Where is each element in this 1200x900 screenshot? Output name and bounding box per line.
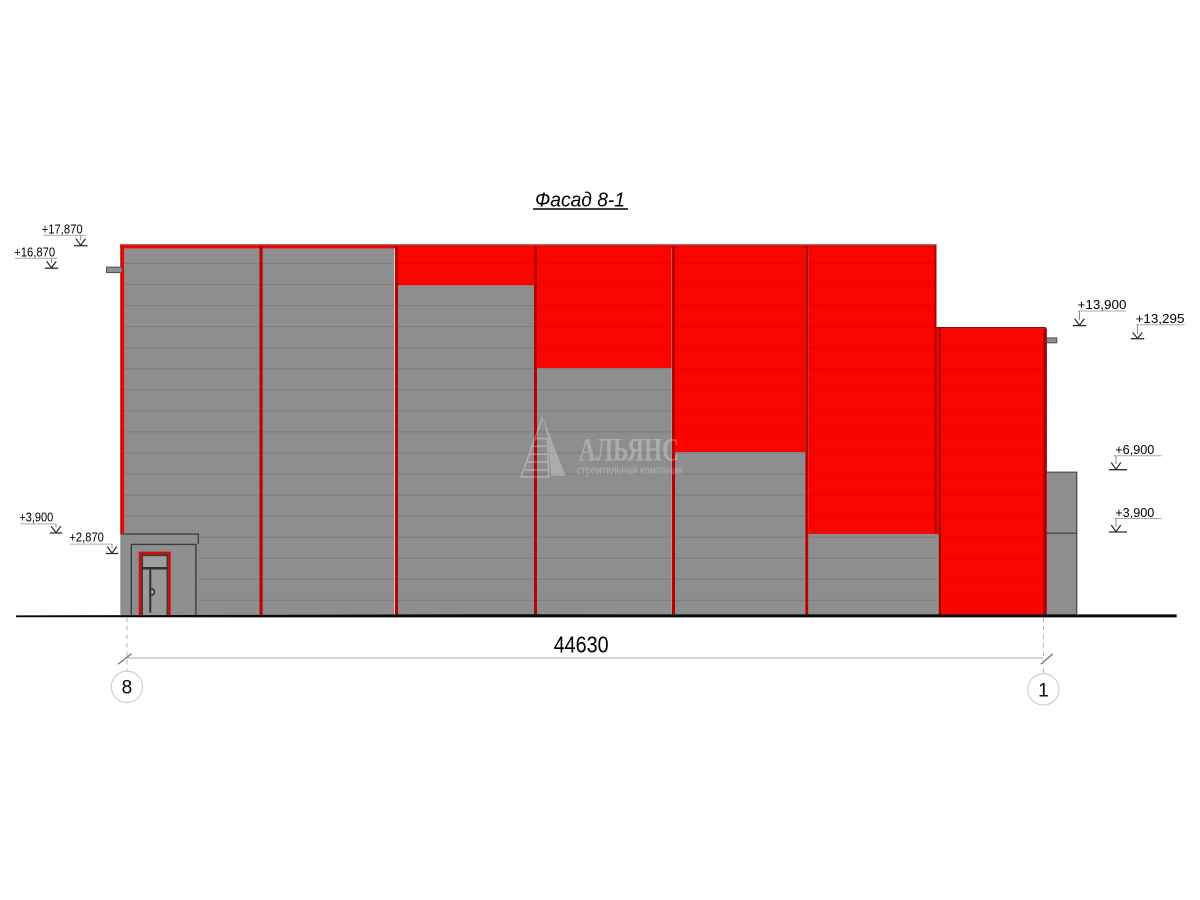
svg-text:44630: 44630 bbox=[554, 632, 609, 658]
svg-text:+3,900: +3,900 bbox=[1115, 506, 1154, 520]
svg-text:+6,900: +6,900 bbox=[1115, 443, 1154, 457]
svg-text:1: 1 bbox=[1038, 680, 1049, 701]
svg-text:Фасад 8-1: Фасад 8-1 bbox=[535, 190, 625, 212]
svg-text:+13,295: +13,295 bbox=[1136, 312, 1185, 326]
svg-text:+3,900: +3,900 bbox=[19, 510, 53, 524]
svg-text:+17,870: +17,870 bbox=[42, 223, 83, 237]
svg-text:+2,870: +2,870 bbox=[69, 530, 104, 544]
svg-text:+16,870: +16,870 bbox=[14, 246, 55, 260]
svg-text:строительная компания: строительная компания bbox=[577, 464, 683, 478]
svg-text:+13,900: +13,900 bbox=[1078, 298, 1127, 312]
svg-text:8: 8 bbox=[122, 678, 133, 699]
svg-text:АЛЬЯНС: АЛЬЯНС bbox=[579, 433, 679, 469]
